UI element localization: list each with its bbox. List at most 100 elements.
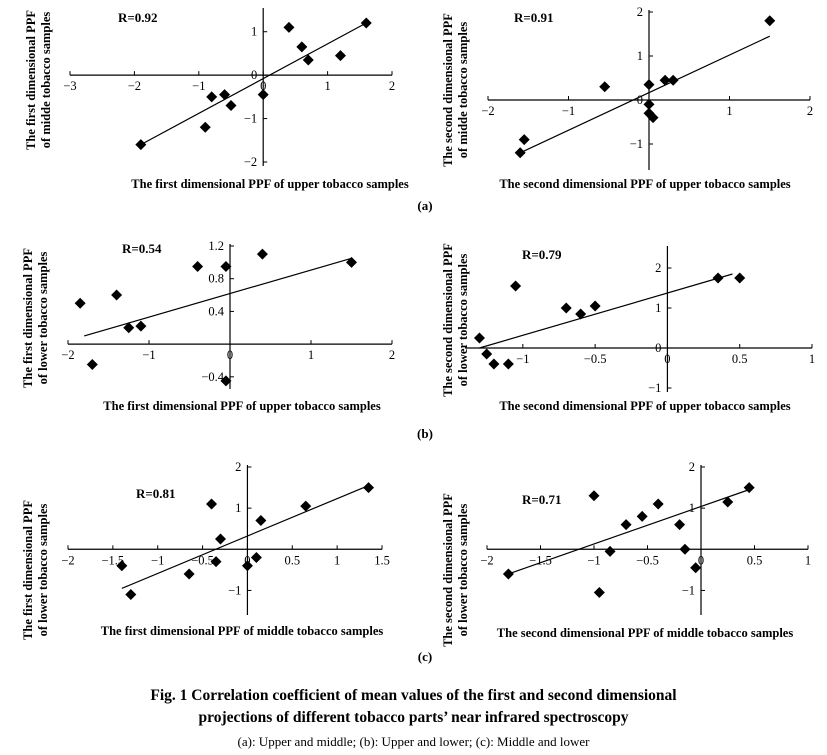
x-tick-label: −3 xyxy=(63,79,76,93)
y-axis-label: The second dimensional PPFof lower tobac… xyxy=(441,493,470,647)
data-point xyxy=(679,543,691,555)
x-tick-label: 0.5 xyxy=(732,352,748,366)
data-point xyxy=(225,100,237,112)
y-axis-label-line: The first dimensional PPF xyxy=(21,248,35,388)
x-axis-label: The first dimensional PPF of upper tobac… xyxy=(131,177,409,191)
y-tick-label: 1 xyxy=(655,301,661,315)
x-tick-label: −2 xyxy=(481,104,494,118)
data-point xyxy=(647,112,659,124)
data-point xyxy=(722,496,734,508)
x-tick-label: 2 xyxy=(389,348,395,362)
x-tick-label: 1 xyxy=(726,104,732,118)
y-tick-label: 1 xyxy=(251,25,257,39)
regression-line xyxy=(479,273,733,349)
y-tick-label: −1 xyxy=(648,381,661,395)
y-axis-label-line: The second dimensional PPF xyxy=(441,13,455,167)
data-point xyxy=(125,589,137,601)
scatter-panel-1: −3 −2 −1 0 1 2 −2 −1 0 1 R=0.92 The first dimension… xyxy=(24,8,409,191)
y-tick-label: 1 xyxy=(689,501,695,515)
data-point xyxy=(206,91,218,103)
y-tick-label: −2 xyxy=(244,155,257,169)
x-tick-label: −1 xyxy=(192,79,205,93)
y-axis-label-line: of midde tobacco samples xyxy=(39,12,53,149)
data-point xyxy=(210,556,222,568)
panel-label: (c) xyxy=(418,649,432,664)
y-axis-label-line: of lower tobacco samples xyxy=(36,251,50,384)
figure-subcaption: (a): Upper and middle; (b): Upper and lo… xyxy=(237,734,590,749)
x-tick-label: −2 xyxy=(61,553,74,567)
x-tick-label: 1 xyxy=(805,553,811,567)
data-point xyxy=(652,498,664,510)
y-tick-label: 0.4 xyxy=(208,304,224,318)
correlation-label: R=0.54 xyxy=(122,241,162,256)
data-point xyxy=(734,272,746,284)
data-point xyxy=(135,139,147,151)
data-point xyxy=(135,320,147,332)
data-point xyxy=(74,297,86,309)
x-tick-label: −0.5 xyxy=(584,352,607,366)
data-point xyxy=(123,322,135,334)
data-point xyxy=(363,482,375,494)
y-axis-label-line: The second dimensional PPF xyxy=(441,493,455,647)
data-point xyxy=(659,74,671,86)
data-point xyxy=(346,256,357,268)
x-axis-label: The second dimensional PPF of upper toba… xyxy=(499,399,790,413)
x-tick-label: −0.5 xyxy=(636,553,659,567)
data-point xyxy=(86,359,98,371)
data-point xyxy=(302,54,314,66)
data-point xyxy=(589,300,601,312)
y-axis-label: The first dimensional PPFof lower tobacc… xyxy=(21,500,50,640)
y-axis-label-line: of lower tobacco samples xyxy=(456,253,470,386)
x-axis-label: The first dimensional PPF of middle toba… xyxy=(101,624,384,638)
x-tick-label: 0.5 xyxy=(284,553,300,567)
x-tick-label: −2 xyxy=(480,553,493,567)
x-tick-label: −1 xyxy=(516,352,529,366)
x-tick-label: −1 xyxy=(587,553,600,567)
data-point xyxy=(643,98,655,110)
y-tick-label: 2 xyxy=(655,261,661,275)
y-axis-label-line: The second dimensional PPF xyxy=(441,243,455,397)
scatter-panel-4: −1 −0.5 0 0.5 1 −1 0 1 2 R=0.79 The second dimensi… xyxy=(441,243,815,413)
y-tick-label: 0 xyxy=(637,93,643,107)
x-axis-label: The first dimensional PPF of upper tobac… xyxy=(103,399,381,413)
x-tick-label: 1 xyxy=(334,553,340,567)
data-point xyxy=(473,332,485,344)
x-tick-label: 0 xyxy=(260,79,266,93)
data-point xyxy=(764,15,776,27)
correlation-label: R=0.92 xyxy=(118,10,158,25)
y-tick-label: 2 xyxy=(689,460,695,474)
data-point xyxy=(560,302,572,314)
x-tick-label: 1 xyxy=(308,348,314,362)
data-point xyxy=(588,490,600,502)
data-point xyxy=(192,260,204,272)
y-axis-label: The first dimensional PPFof midde tobacc… xyxy=(24,10,53,150)
scatter-panel-6: −2 −1.5 −1 −0.5 0 0.5 1 −1 1 2 R=0.71 The second di… xyxy=(441,460,811,647)
data-point xyxy=(116,560,128,572)
y-tick-label: −1 xyxy=(244,112,257,126)
data-point xyxy=(360,17,372,29)
data-point xyxy=(593,586,605,598)
x-tick-label: 0 xyxy=(664,352,670,366)
x-axis-label: The second dimensional PPF of upper toba… xyxy=(499,177,790,191)
data-point xyxy=(296,41,308,53)
y-axis-label: The first dimensional PPFof lower tobacc… xyxy=(21,248,50,388)
x-tick-label: 0 xyxy=(698,553,704,567)
regression-line xyxy=(140,22,367,146)
y-tick-label: 0 xyxy=(251,68,257,82)
data-point xyxy=(743,482,755,494)
y-tick-label: 1 xyxy=(235,501,241,515)
x-tick-label: −1.5 xyxy=(529,553,552,567)
y-tick-label: 1 xyxy=(637,49,643,63)
regression-line xyxy=(508,489,750,575)
data-point xyxy=(690,562,702,574)
data-point xyxy=(481,348,493,360)
y-tick-label: 0 xyxy=(655,341,661,355)
panel-label: (a) xyxy=(417,198,432,213)
data-point xyxy=(636,510,648,522)
x-tick-label: −2 xyxy=(128,79,141,93)
data-point xyxy=(257,89,269,101)
data-point xyxy=(488,358,500,370)
data-point xyxy=(712,272,724,284)
data-point xyxy=(215,533,227,545)
